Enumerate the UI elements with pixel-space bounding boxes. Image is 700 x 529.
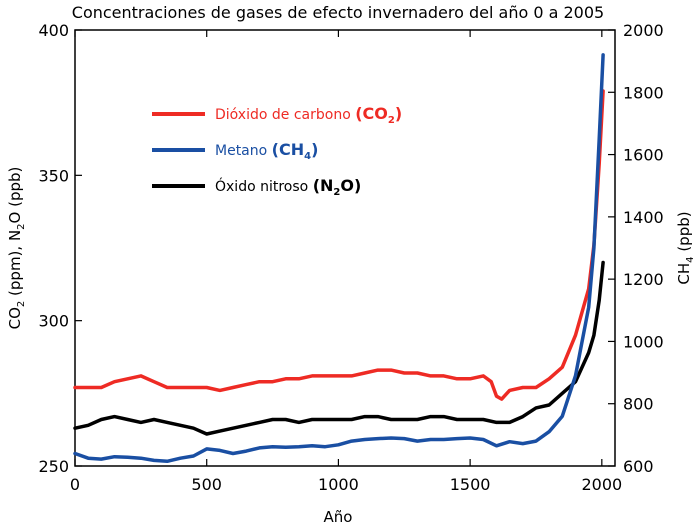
x-tick-label: 500 xyxy=(191,475,222,494)
y-left-tick-label: 350 xyxy=(38,166,69,185)
y-right-tick-label: 1000 xyxy=(623,332,664,351)
y-axis-label-left: CO2 (ppm), N2O (ppb) xyxy=(6,167,27,330)
legend-entry-label: Óxido nitroso (N2O) xyxy=(215,176,361,198)
y-left-tick-label: 300 xyxy=(38,312,69,331)
x-tick-label: 1500 xyxy=(450,475,491,494)
y-left-tick-label: 400 xyxy=(38,21,69,40)
y-axis-label-right: CH4 (ppb) xyxy=(675,211,696,284)
y-right-tick-label: 1800 xyxy=(623,83,664,102)
y-right-tick-label: 2000 xyxy=(623,21,664,40)
axis-ticks: 0 500 1000 1500 2000 250 300 350 400 600 800 1000 12… xyxy=(38,21,663,494)
chart-title: Concentraciones de gases de efecto inver… xyxy=(72,3,604,22)
x-axis-label: Año xyxy=(324,508,353,526)
x-tick-label: 2000 xyxy=(581,475,622,494)
x-tick-label: 0 xyxy=(70,475,80,494)
x-tick-label: 1000 xyxy=(318,475,359,494)
y-left-tick-label: 250 xyxy=(38,457,69,476)
y-right-tick-label: 1400 xyxy=(623,208,664,227)
series-line-2 xyxy=(73,53,605,464)
y-right-tick-label: 1600 xyxy=(623,146,664,165)
y-right-tick-label: 600 xyxy=(623,457,654,476)
legend-entry-label: Dióxido de carbono (CO2) xyxy=(215,104,402,126)
legend: Dióxido de carbono (CO2) Metano (CH4) Óxid… xyxy=(152,104,402,198)
y-right-tick-label: 800 xyxy=(623,395,654,414)
y-right-tick-label: 1200 xyxy=(623,270,664,289)
legend-entry-label: Metano (CH4) xyxy=(215,140,318,162)
series-line-1 xyxy=(73,89,605,401)
series-line-3 xyxy=(73,260,605,436)
plot-frame xyxy=(74,29,616,467)
series-lines xyxy=(73,53,605,464)
